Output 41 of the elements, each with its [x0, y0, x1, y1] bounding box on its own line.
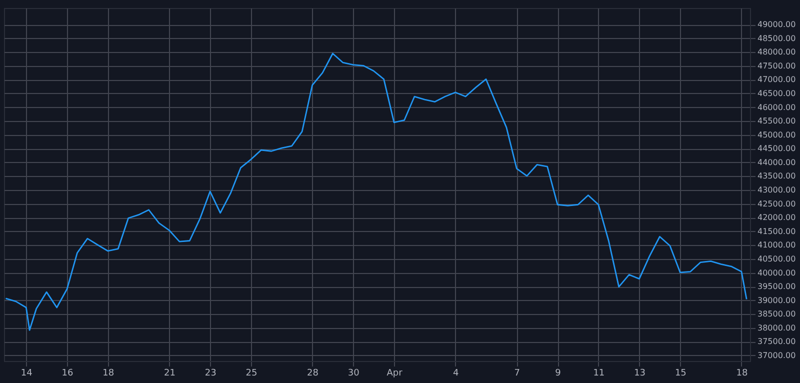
- y-tick-label: 38500.00: [758, 310, 796, 319]
- x-tick-label: 9: [555, 368, 562, 378]
- x-tick-label: 16: [62, 368, 74, 378]
- y-tick-label: 43500.00: [758, 172, 796, 181]
- y-tick-label: 40000.00: [758, 268, 796, 278]
- x-tick-label: 11: [593, 368, 605, 378]
- y-tick-label: 40500.00: [758, 254, 796, 264]
- x-tick-label: 15: [674, 368, 686, 378]
- x-tick-label: 25: [246, 368, 258, 378]
- y-tick-label: 39500.00: [758, 282, 796, 292]
- y-tick-label: 39000.00: [758, 296, 796, 305]
- y-tick-label: 47000.00: [758, 75, 796, 84]
- x-tick-label: 18: [102, 368, 114, 378]
- y-tick-label: 49000.00: [758, 20, 796, 30]
- y-tick-label: 37000.00: [758, 350, 796, 360]
- x-tick-label: 18: [736, 368, 748, 378]
- y-tick-label: 46500.00: [758, 88, 796, 98]
- x-tick-label: 28: [307, 368, 319, 378]
- y-tick-label: 44000.00: [758, 158, 796, 167]
- x-tick-label: 7: [514, 368, 520, 378]
- y-tick-label: 38000.00: [758, 323, 796, 332]
- x-tick-label: 30: [348, 368, 360, 378]
- y-tick-label: 45500.00: [758, 116, 796, 126]
- x-tick-label: 13: [634, 368, 646, 378]
- y-tick-label: 37500.00: [758, 337, 796, 346]
- y-tick-label: 41000.00: [758, 240, 796, 250]
- x-tick-label: 23: [204, 368, 216, 378]
- y-tick-label: 44500.00: [758, 144, 796, 154]
- y-tick-label: 42500.00: [758, 199, 796, 208]
- y-tick-label: 41500.00: [758, 226, 796, 236]
- y-tick-label: 48500.00: [758, 34, 796, 43]
- y-tick-label: 43000.00: [758, 186, 796, 195]
- y-tick-label: 45000.00: [758, 130, 796, 140]
- x-tick-label: 4: [452, 368, 459, 378]
- y-tick-label: 47500.00: [758, 61, 796, 70]
- y-tick-label: 42000.00: [758, 213, 796, 222]
- y-tick-label: 46000.00: [758, 102, 796, 112]
- x-tick-label: 21: [164, 368, 176, 378]
- x-tick-label: 14: [20, 368, 33, 378]
- y-tick-label: 48000.00: [758, 48, 796, 57]
- x-tick-label: Apr: [386, 368, 403, 378]
